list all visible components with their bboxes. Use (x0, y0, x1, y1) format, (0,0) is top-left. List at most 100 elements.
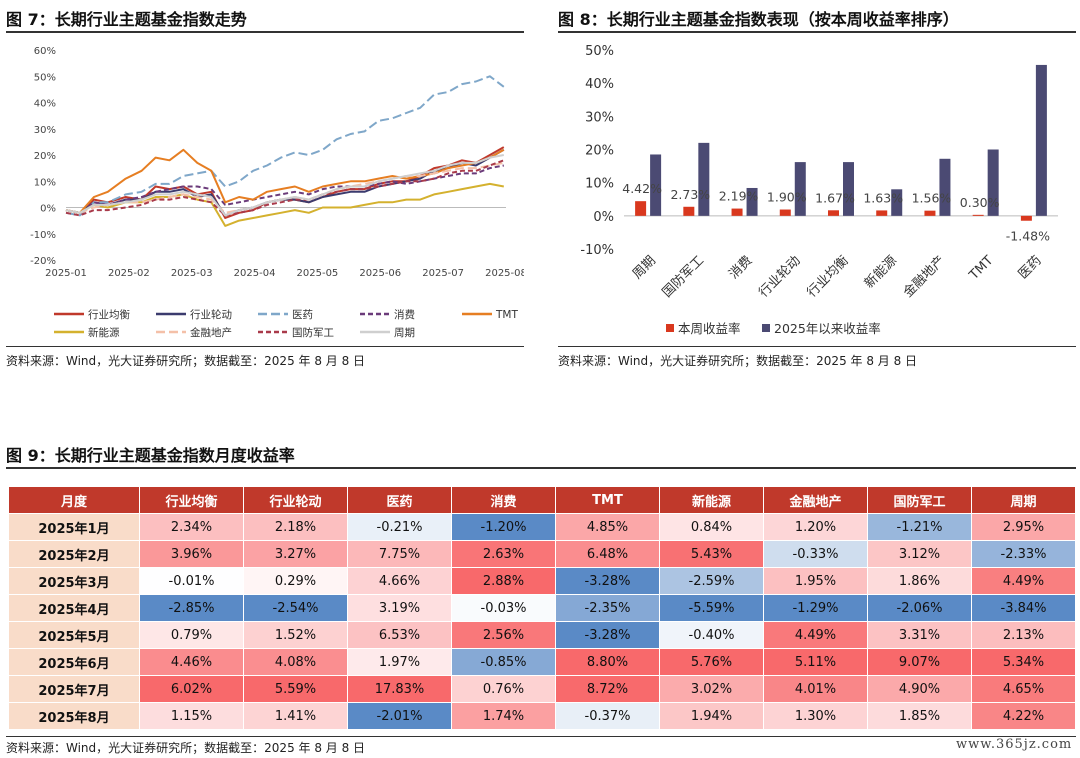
y-tick-label: 10% (585, 177, 614, 192)
table-cell: 5.59% (243, 675, 348, 703)
table-cell: -1.21% (867, 513, 972, 541)
table-header-cell: 医药 (347, 486, 452, 514)
watermark: www.365jz.com (956, 737, 1073, 752)
x-tick-label: 2025-02 (108, 268, 150, 279)
x-tick-label: 2025-05 (297, 268, 339, 279)
y-tick-label: 20% (585, 144, 614, 159)
table-cell: 6.48% (555, 540, 660, 568)
bar-ytd-return (987, 149, 999, 216)
y-tick-label: 60% (34, 46, 56, 57)
table-row: 2025年5月 0.79% 1.52% 6.53% 2.56% -3.28% -0.40% 4… (8, 621, 1076, 649)
table-row: 2025年7月 6.02% 5.59% 17.83% 0.76% 8.72% 3.02% 4.… (8, 675, 1076, 703)
data-label: 4.42% (622, 181, 662, 196)
table-cell: 0.79% (139, 621, 244, 649)
data-label: 2.73% (670, 187, 710, 202)
table-cell: 4.66% (347, 567, 452, 595)
table-header-row: 月度 行业均衡 行业轮动 医药 消费 TMT 新能源 金融地产 国防军工 周期 (8, 486, 1076, 514)
y-tick-label: 10% (34, 177, 56, 188)
table-cell: 4.90% (867, 675, 972, 703)
data-label: 0.30% (960, 195, 1000, 210)
fig7-top-rule (6, 31, 524, 33)
series-line-4 (65, 148, 505, 214)
series-line-3 (65, 164, 504, 214)
table-cell: 2.18% (243, 513, 348, 541)
table-header-cell: 消费 (451, 486, 556, 514)
fig9-table-wrap: 月度 行业均衡 行业轮动 医药 消费 TMT 新能源 金融地产 国防军工 周期 2025年1月 2.… (8, 486, 1076, 730)
legend-label-weekly: 本周收益率 (678, 321, 741, 336)
table-cell: 1.30% (763, 702, 868, 730)
x-category-label: 新能源 (861, 253, 900, 292)
y-tick-label: 20% (34, 151, 56, 162)
row-month-label: 2025年1月 (8, 513, 140, 541)
fig9-top-rule (6, 467, 1076, 469)
data-label: 1.63% (863, 190, 903, 205)
bar-weekly-return (1020, 215, 1032, 221)
bar-ytd-return (1035, 64, 1047, 216)
table-cell: 1.52% (243, 621, 348, 649)
table-row: 2025年6月 4.46% 4.08% 1.97% -0.85% 8.80% 5.76% 5.… (8, 648, 1076, 676)
table-cell: 4.49% (971, 567, 1076, 595)
fig8-source: 资料来源：Wind，光大证券研究所；数据截至：2025 年 8 月 8 日 (558, 354, 918, 368)
row-month-label: 2025年2月 (8, 540, 140, 568)
series-line-5 (65, 182, 504, 227)
bar-ytd-return (746, 187, 758, 216)
table-cell: 1.41% (243, 702, 348, 730)
table-cell: 4.08% (243, 648, 348, 676)
table-cell: 3.31% (867, 621, 972, 649)
legend-label: TMT (495, 309, 518, 321)
x-category-label: 行业轮动 (756, 253, 803, 300)
data-label: 1.67% (815, 190, 855, 205)
table-cell: 6.02% (139, 675, 244, 703)
table-cell: 8.72% (555, 675, 660, 703)
bar-weekly-return (972, 214, 984, 216)
data-label: 2.19% (719, 189, 759, 204)
x-category-label: 行业均衡 (804, 253, 851, 300)
bar-weekly-return (779, 209, 791, 216)
table-cell: -0.03% (451, 594, 556, 622)
legend-label: 行业轮动 (190, 308, 232, 321)
x-tick-label: 2025-07 (422, 268, 464, 279)
table-cell: 1.95% (763, 567, 868, 595)
x-category-label: TMT (966, 253, 997, 284)
table-cell: 4.46% (139, 648, 244, 676)
bar-ytd-return (698, 142, 710, 216)
table-cell: 2.56% (451, 621, 556, 649)
table-cell: 3.27% (243, 540, 348, 568)
legend-label: 消费 (394, 308, 415, 321)
table-header-cell: 新能源 (659, 486, 764, 514)
bar-weekly-return (924, 210, 936, 216)
table-header-cell: 行业均衡 (139, 486, 244, 514)
fig7-source: 资料来源：Wind，光大证券研究所；数据截至：2025 年 8 月 8 日 (6, 354, 366, 368)
table-cell: 5.76% (659, 648, 764, 676)
x-tick-label: 2025-06 (359, 268, 401, 279)
table-cell: -1.29% (763, 594, 868, 622)
legend-label: 行业均衡 (88, 308, 130, 321)
y-tick-label: -10% (580, 243, 614, 258)
y-tick-label: 50% (585, 44, 614, 59)
legend-label: 新能源 (88, 326, 120, 339)
table-cell: -2.59% (659, 567, 764, 595)
table-cell: 3.02% (659, 675, 764, 703)
row-month-label: 2025年5月 (8, 621, 140, 649)
table-cell: -3.28% (555, 567, 660, 595)
table-cell: -3.28% (555, 621, 660, 649)
data-label: -1.48% (1006, 229, 1050, 244)
data-label: 1.90% (767, 190, 807, 205)
legend-label: 国防军工 (292, 326, 334, 339)
table-cell: 4.65% (971, 675, 1076, 703)
table-row: 2025年2月 3.96% 3.27% 7.75% 2.63% 6.48% 5.43% -0.… (8, 540, 1076, 568)
table-cell: 1.74% (451, 702, 556, 730)
table-cell: -2.01% (347, 702, 452, 730)
table-cell: 0.84% (659, 513, 764, 541)
series-line-8 (65, 154, 504, 217)
table-cell: 0.29% (243, 567, 348, 595)
table-cell: 1.20% (763, 513, 868, 541)
fig9-bottom-rule (6, 736, 1076, 737)
table-header-cell: 周期 (971, 486, 1076, 514)
y-tick-label: -20% (30, 256, 56, 267)
table-cell: -2.85% (139, 594, 244, 622)
series-line-2 (65, 75, 505, 217)
fig8-bar-chart: 50% 40% 30% 20% 10% 0% -10% 4.42% 周期 2.73% 国防军工 2.1… (580, 44, 1058, 336)
table-cell: 2.13% (971, 621, 1076, 649)
fig8-bottom-rule (558, 346, 1076, 347)
